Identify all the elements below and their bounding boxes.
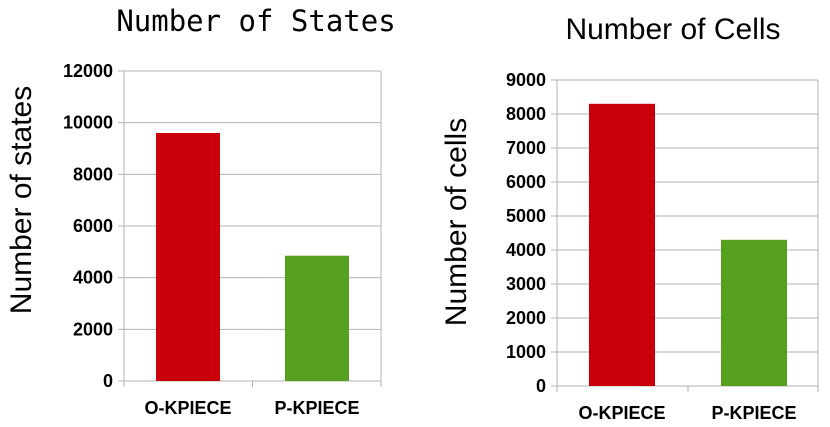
- bar-p-kpiece: [285, 255, 349, 381]
- y-tick-label: 7000: [506, 138, 546, 158]
- y-tick-label: 0: [103, 371, 113, 391]
- bar-o-kpiece: [156, 133, 220, 381]
- y-tick-label: 2000: [73, 319, 113, 339]
- bar-o-kpiece: [589, 103, 655, 387]
- bar-p-kpiece: [721, 239, 787, 386]
- category-labels: O-KPIECE P-KPIECE: [578, 403, 796, 423]
- y-tick-label: 8000: [506, 104, 546, 124]
- category-label: P-KPIECE: [274, 398, 359, 418]
- chart-title: Number of States: [116, 4, 395, 38]
- bars: [589, 103, 787, 387]
- y-tick-label: 12000: [63, 61, 113, 81]
- y-tick-label: 1000: [506, 342, 546, 362]
- y-axis-title: Number of states: [5, 86, 38, 314]
- y-tick-labels: 0 1000 2000 3000 4000 5000 6000 7000 8000 9000: [506, 70, 546, 396]
- y-tick-label: 6000: [73, 216, 113, 236]
- y-tick-label: 6000: [506, 172, 546, 192]
- y-tick-label: 9000: [506, 70, 546, 90]
- y-tick-label: 2000: [506, 308, 546, 328]
- y-tick-label: 5000: [506, 206, 546, 226]
- y-tick-label: 10000: [63, 113, 113, 133]
- y-tick-label: 4000: [73, 268, 113, 288]
- category-label: P-KPIECE: [711, 403, 796, 423]
- chart-title: Number of Cells: [565, 13, 780, 46]
- y-tick-label: 4000: [506, 240, 546, 260]
- y-axis-title: Number of cells: [440, 118, 473, 326]
- category-labels: O-KPIECE P-KPIECE: [144, 398, 359, 418]
- y-tick-label: 0: [536, 376, 546, 396]
- category-label: O-KPIECE: [578, 403, 665, 423]
- y-tick-label: 3000: [506, 274, 546, 294]
- y-tick-label: 8000: [73, 164, 113, 184]
- y-tick-labels: 0 2000 4000 6000 8000 10000 12000: [63, 61, 113, 391]
- chart-number-of-states: Number of States Number of states 0 2000 4…: [5, 4, 396, 418]
- category-label: O-KPIECE: [144, 398, 231, 418]
- bars: [156, 133, 349, 381]
- chart-number-of-cells: Number of Cells Number of cells 0 1000 200…: [440, 13, 819, 423]
